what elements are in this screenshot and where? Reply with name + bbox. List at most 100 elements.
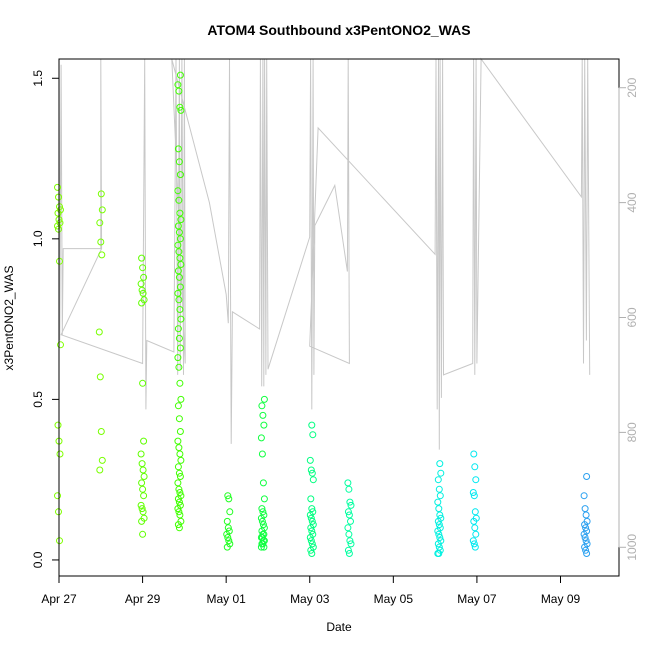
data-point [174, 187, 182, 195]
data-point [139, 485, 147, 493]
x-tick-label: May 01 [206, 592, 246, 606]
data-point [174, 463, 182, 471]
data-point [175, 415, 183, 423]
data-point [435, 530, 443, 538]
data-point [138, 254, 146, 262]
data-point [138, 460, 146, 468]
data-point [175, 334, 183, 342]
data-point [472, 530, 480, 538]
data-point [176, 344, 184, 352]
pressure-line [58, 57, 591, 450]
data-point [140, 273, 148, 281]
data-point [471, 463, 479, 471]
data-point [471, 508, 479, 516]
data-point [435, 550, 443, 557]
data-point [176, 473, 184, 480]
data-point [347, 540, 355, 548]
data-point [97, 238, 105, 246]
data-point [583, 550, 591, 557]
data-point [307, 514, 315, 522]
data-point [470, 540, 478, 548]
data-point [174, 145, 182, 153]
x-tick-label: May 03 [290, 592, 330, 606]
data-point [306, 534, 314, 541]
data-point [177, 216, 185, 224]
data-point [307, 495, 315, 503]
data-point [435, 521, 443, 529]
data-point [98, 206, 106, 214]
x-tick-label: May 07 [457, 592, 497, 606]
data-point [95, 328, 103, 336]
data-point [138, 517, 146, 525]
y2-tick-label: 400 [625, 192, 639, 212]
data-point [306, 511, 314, 519]
chart-title: ATOM4 Southbound x3PentONO2_WAS [207, 22, 470, 38]
y-axis: 0.0 0.5 1.0 1.5 [31, 70, 60, 568]
data-point [176, 235, 184, 243]
data-point [259, 508, 267, 516]
data-point [54, 183, 61, 191]
data-point [259, 479, 267, 487]
data-point [224, 534, 232, 541]
data-point [139, 289, 147, 297]
data-point [57, 341, 64, 349]
data-point [307, 546, 315, 554]
data-point [174, 495, 182, 503]
data-point [56, 450, 64, 458]
data-point [469, 489, 477, 496]
data-point [309, 476, 317, 484]
data-point [97, 428, 105, 435]
data-point [436, 460, 444, 468]
data-point [176, 511, 184, 519]
data-point [98, 456, 106, 464]
data-point [307, 466, 315, 474]
data-point [224, 524, 232, 532]
data-point [260, 421, 268, 429]
data-point [581, 521, 589, 529]
data-point [434, 527, 442, 535]
data-point [137, 280, 145, 288]
data-point [472, 476, 480, 484]
data-point [138, 505, 146, 513]
data-point [139, 508, 147, 516]
data-point [96, 219, 104, 227]
data-point [258, 450, 266, 458]
data-point [176, 209, 184, 217]
data-point [345, 550, 353, 557]
data-point [174, 289, 182, 297]
data-point [137, 450, 145, 458]
data-point [258, 505, 266, 513]
data-point [177, 395, 185, 403]
data-point [581, 543, 589, 551]
data-point [435, 485, 443, 493]
data-point [174, 479, 182, 487]
data-point [435, 505, 443, 513]
data-point [139, 379, 147, 387]
data-point [308, 540, 316, 548]
data-point [224, 492, 232, 500]
data-point [470, 492, 478, 500]
data-point [226, 508, 234, 516]
data-point [175, 158, 183, 166]
data-point [176, 428, 184, 435]
data-point [257, 514, 265, 522]
data-point [260, 395, 268, 403]
data-point [177, 106, 185, 114]
data-point [174, 437, 182, 445]
data-point [138, 479, 146, 487]
data-point [175, 87, 183, 95]
x-tick-label: May 05 [374, 592, 414, 606]
data-point [175, 363, 183, 371]
data-point [175, 228, 183, 236]
data-point [54, 492, 61, 500]
data-point [344, 479, 352, 487]
data-point [309, 431, 317, 439]
data-point [344, 524, 352, 532]
data-point [307, 524, 315, 532]
data-point [140, 492, 148, 500]
data-point [176, 103, 184, 111]
data-point [436, 534, 444, 541]
data-point [347, 517, 354, 525]
